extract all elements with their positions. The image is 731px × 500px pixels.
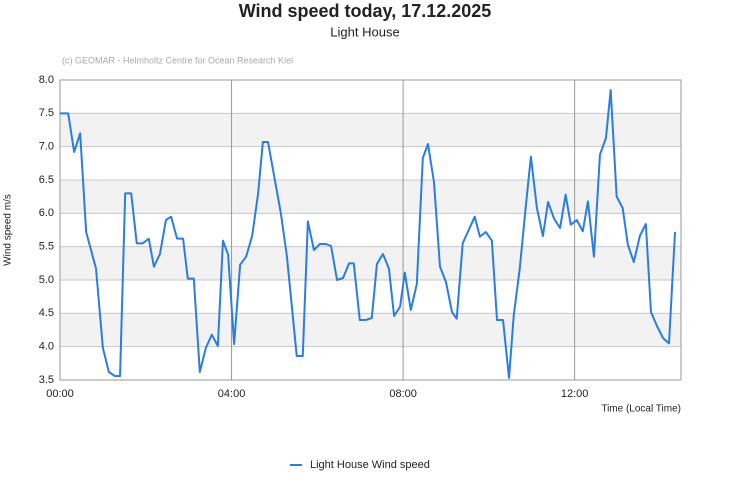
x-tick-label: 12:00 (561, 388, 589, 400)
x-tick-label: 00:00 (46, 388, 74, 400)
grid-band (60, 180, 681, 214)
y-tick-label: 8.0 (39, 74, 54, 86)
chart-subtitle: Light House (330, 24, 399, 39)
grid-band (60, 246, 681, 280)
y-tick-label: 5.5 (39, 241, 54, 253)
y-tick-label: 7.5 (39, 107, 54, 119)
y-tick-label: 6.5 (39, 174, 54, 186)
y-tick-label: 4.5 (39, 307, 54, 319)
x-axis-label: Time (Local Time) (601, 404, 681, 415)
plot-frame (59, 79, 682, 381)
x-tick-label: 08:00 (389, 388, 417, 400)
legend-label: Light House Wind speed (310, 459, 430, 471)
x-tick-label: 04:00 (218, 388, 246, 400)
y-tick-label: 4.0 (39, 341, 54, 353)
y-tick-label: 6.0 (39, 207, 54, 219)
y-tick-label: 5.0 (39, 274, 54, 286)
y-tick-label: 3.5 (39, 374, 54, 386)
y-axis-label: Wind speed m/s (3, 194, 14, 266)
grid-band (60, 113, 681, 147)
data-line (60, 89, 676, 379)
credit: (c) GEOMAR - Helmholtz Centre for Ocean … (62, 55, 293, 65)
y-tick-label: 7.0 (39, 141, 54, 153)
chart-title: Wind speed today, 17.12.2025 (239, 1, 492, 21)
